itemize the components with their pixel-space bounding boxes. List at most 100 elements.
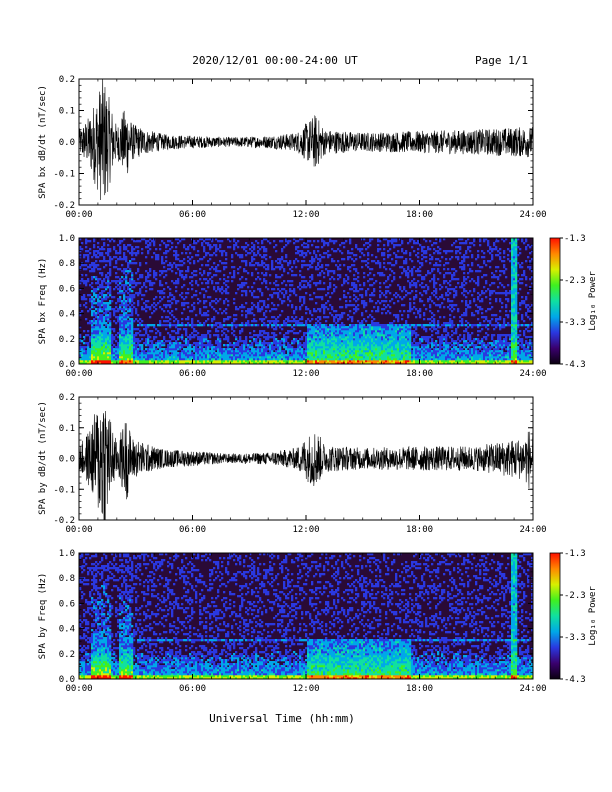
spectrogram-cell [203,350,206,353]
spectrogram-cell [119,248,122,251]
spectrogram-cell [201,358,204,361]
spectrogram-cell [109,312,112,315]
spectrogram-cell [395,342,398,345]
spectrogram-cell [399,360,402,363]
spectrogram-cell [205,300,208,303]
spectrogram-cell [79,360,82,363]
spectrogram-cell [129,344,132,347]
spectrogram-cell [131,298,134,301]
spectrogram-cell [333,242,336,245]
spectrogram-cell [195,294,198,297]
spectrogram-cell [339,276,342,279]
spectrogram-cell [283,360,286,363]
spectrogram-cell [89,298,92,301]
spectrogram-cell [409,254,412,257]
spectrogram-cell [89,252,92,255]
spectrogram-cell [109,274,112,277]
spectrogram-cell [407,348,410,351]
spectrogram-cell [285,356,288,359]
spectrogram-cell [341,352,344,355]
spectrogram-cell [283,320,286,323]
spectrogram-cell [389,360,392,363]
spectrogram-cell [293,358,296,361]
spectrogram-cell [181,338,184,341]
spectrogram-cell [87,280,90,283]
spectrogram-cell [85,356,88,359]
spectrogram-cell [393,344,396,347]
spectrogram-cell [315,282,318,285]
spectrogram-cell [267,338,270,341]
spectrogram-cell [119,350,122,353]
spectrogram-cell [353,284,356,287]
spectrogram-cell [137,270,140,273]
spectrogram-cell [257,304,260,307]
spectrogram-cell [401,298,404,301]
spectrogram-cell [257,242,260,245]
spectrogram-cell [367,262,370,265]
spectrogram-cell [307,244,310,247]
spectrogram-cell [207,342,210,345]
spectrogram-cell [299,330,302,333]
spectrogram-cell [207,264,210,267]
spectrogram-cell [309,346,312,349]
spectrogram-cell [161,260,164,263]
spectrogram-cell [329,238,332,241]
spectrogram-cell [261,346,264,349]
spectrogram-cell [129,282,132,285]
spectrogram-cell [219,362,222,365]
spectrogram-cell [393,354,396,357]
spectrogram-cell [137,278,140,281]
spectrogram-cell [345,344,348,347]
spectrogram-cell [93,322,96,325]
spectrogram-cell [187,352,190,355]
spectrogram-cell [189,282,192,285]
spectrogram-cell [189,262,192,265]
spectrogram-cell [329,270,332,273]
spectrogram-cell [137,350,140,353]
spectrogram-cell [295,316,298,319]
spectrogram-cell [131,324,134,327]
spectrogram-cell [331,326,334,329]
spectrogram-cell [121,356,124,359]
spectrogram-cell [283,356,286,359]
spectrogram-cell [365,310,368,313]
spectrogram-cell [329,354,332,357]
spectrogram-cell [295,306,298,309]
spectrogram-cell [343,340,346,343]
spectrogram-cell [355,296,358,299]
spectrogram-cell [371,254,374,257]
spectrogram-cell [367,360,370,363]
spectrogram-cell [149,308,152,311]
spectrogram-cell [281,288,284,291]
spectrogram-cell [105,318,108,321]
spectrogram-cell [397,336,400,339]
spectrogram-cell [393,348,396,351]
spectrogram-cell [257,360,260,363]
spectrogram-cell [159,340,162,343]
spectrogram-cell [349,352,352,355]
spectrogram-cell [163,310,166,313]
spectrogram-cell [157,340,160,343]
spectrogram-cell [145,304,148,307]
spectrogram-cell [215,248,218,251]
spectrogram-cell [223,300,226,303]
spectrogram-cell [373,358,376,361]
spectrogram-cell [405,250,408,253]
spectrogram-cell [319,274,322,277]
spectrogram-cell [91,352,94,355]
spectrogram-cell [255,360,258,363]
spectrogram-cell [149,350,152,353]
spectrogram-cell [157,346,160,349]
spectrogram-cell [137,324,140,327]
spectrogram-cell [193,362,196,365]
spectrogram-cell [159,320,162,323]
spectrogram-cell [227,316,230,319]
spectrogram-cell [287,358,290,361]
spectrogram-cell [109,292,112,295]
spectrogram-cell [109,328,112,331]
spectrogram-cell [381,308,384,311]
spectrogram-cell [303,298,306,301]
spectrogram-cell [271,296,274,299]
spectrogram-cell [99,332,102,335]
spectrogram-cell [83,330,86,333]
